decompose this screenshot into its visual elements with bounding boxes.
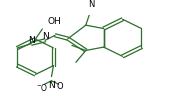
Text: $^{-}$O: $^{-}$O [36,82,49,93]
Text: N: N [28,36,35,45]
Text: N: N [89,0,95,9]
Text: N: N [48,81,55,90]
Text: OH: OH [47,17,61,26]
Text: O: O [56,82,63,91]
Text: N: N [42,32,48,42]
Text: $^{+}$: $^{+}$ [52,80,58,85]
